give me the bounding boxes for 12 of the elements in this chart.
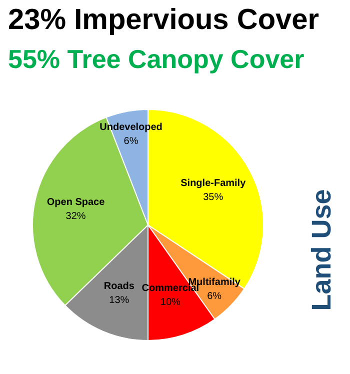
- data-label: 13%: [109, 294, 130, 306]
- chart-title: 23% Impervious Cover: [8, 4, 320, 37]
- chart-subtitle: 55% Tree Canopy Cover: [8, 44, 304, 75]
- data-label: 6%: [124, 136, 138, 147]
- data-label: 35%: [203, 192, 224, 203]
- slice-label: Roads: [104, 280, 135, 292]
- slice-label: Open Space: [46, 196, 106, 208]
- slice-label: Single-Family: [180, 178, 246, 189]
- data-label: 6%: [207, 291, 222, 302]
- data-label: 32%: [66, 210, 86, 222]
- text: Land Use: [306, 189, 338, 311]
- data-label: 10%: [160, 297, 181, 308]
